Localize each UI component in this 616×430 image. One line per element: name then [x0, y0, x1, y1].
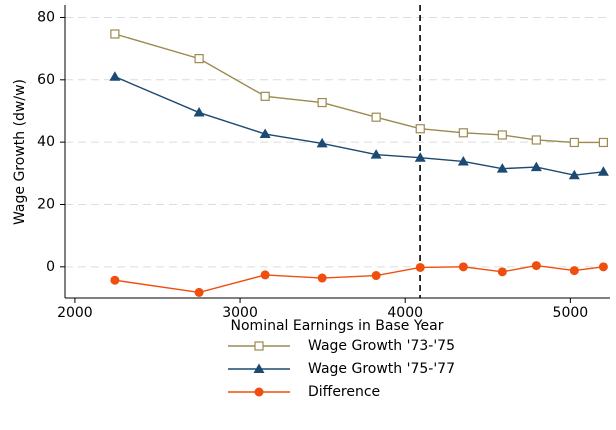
- x-tick-label: 3000: [222, 305, 258, 321]
- marker: [457, 155, 469, 166]
- marker: [371, 112, 381, 122]
- marker: [496, 163, 508, 173]
- marker: [194, 54, 204, 64]
- marker: [531, 261, 541, 271]
- x-axis-label: Nominal Earnings in Base Year: [231, 318, 444, 334]
- marker: [370, 149, 382, 159]
- legend-label: Wage Growth '75-'77: [308, 361, 455, 377]
- marker: [415, 262, 425, 272]
- marker: [415, 124, 425, 134]
- legend-marker: [254, 387, 264, 397]
- series-line: [114, 264, 604, 294]
- x-tick-label: 2000: [57, 305, 93, 321]
- marker: [458, 262, 468, 272]
- marker: [260, 270, 270, 280]
- series-line: [114, 76, 604, 176]
- marker: [414, 152, 426, 162]
- y-tick-label: 80: [37, 9, 55, 25]
- marker: [497, 267, 507, 277]
- y-tick-label: 20: [37, 196, 55, 212]
- y-tick-label: 40: [37, 134, 55, 150]
- marker: [568, 169, 580, 180]
- marker: [497, 130, 507, 140]
- marker: [597, 166, 609, 176]
- marker: [371, 271, 381, 281]
- marker: [317, 97, 327, 108]
- marker: [316, 137, 328, 148]
- marker: [110, 29, 120, 39]
- legend-label: Wage Growth '73-'75: [308, 338, 455, 354]
- marker: [109, 71, 121, 81]
- marker: [569, 137, 579, 148]
- legend-marker: [253, 363, 265, 373]
- marker: [531, 135, 541, 145]
- marker: [110, 275, 120, 285]
- marker: [260, 91, 270, 101]
- marker: [458, 128, 468, 138]
- marker: [259, 128, 271, 139]
- marker: [194, 287, 204, 297]
- legend-label: Difference: [308, 384, 380, 400]
- marker: [317, 273, 327, 283]
- y-tick-label: 60: [37, 72, 55, 88]
- series-line: [114, 33, 604, 144]
- marker: [598, 137, 608, 148]
- x-tick-label: 5000: [553, 305, 589, 321]
- marker: [193, 107, 205, 117]
- legend-marker: [254, 341, 264, 351]
- marker: [598, 262, 608, 272]
- y-axis-label: Wage Growth (dw/w): [12, 79, 28, 225]
- marker: [530, 161, 542, 172]
- marker: [569, 266, 579, 276]
- y-tick-label: 0: [46, 259, 55, 275]
- x-tick-label: 4000: [387, 305, 423, 321]
